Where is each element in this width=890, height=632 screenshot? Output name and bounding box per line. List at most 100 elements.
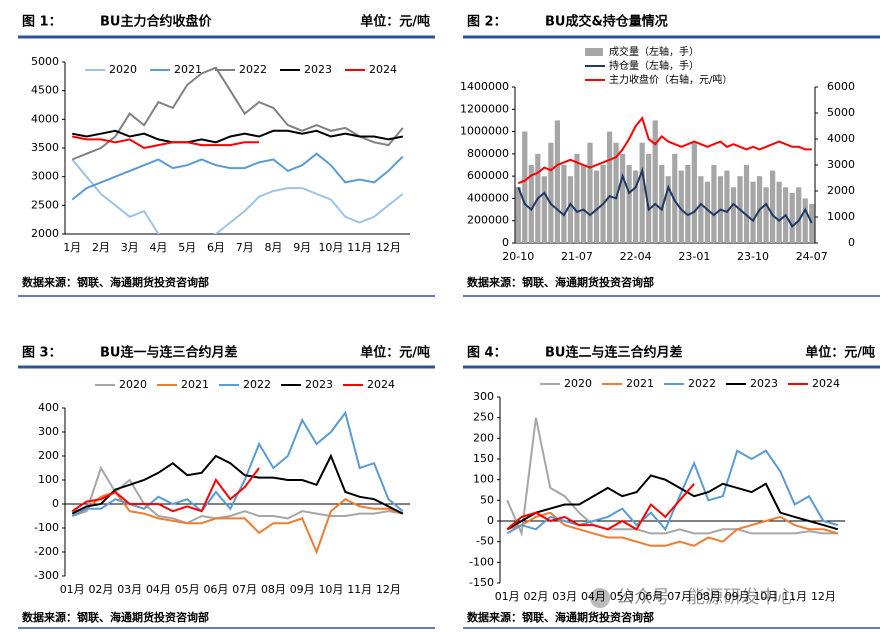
y-tick-label: 1000000 <box>460 125 509 138</box>
watermark: 公众号 · 能源研发中心 <box>616 587 795 608</box>
x-tick-label: 01月 <box>495 590 520 603</box>
y2-tick-label: 3000 <box>827 158 855 171</box>
y-tick-label: -150 <box>469 576 494 589</box>
series-line <box>506 474 839 531</box>
figure-label: 图 1： <box>22 15 62 30</box>
y-tick-label: -100 <box>34 521 59 534</box>
legend-label: 主力收盘价（右轴，元/吨） <box>609 73 732 86</box>
y-tick-label: 50 <box>480 493 494 506</box>
source: 数据来源：钢联、海通期货投资咨询部 <box>22 275 209 289</box>
y-tick-label: 0 <box>52 497 59 510</box>
x-tick-label: 04月 <box>581 590 606 603</box>
y-tick-label: 0 <box>502 236 509 249</box>
x-tick-label: 11月 <box>782 590 807 603</box>
x-tick-label: 5月 <box>178 241 196 254</box>
y-tick-label: 3000 <box>31 170 59 183</box>
series-line <box>71 410 404 517</box>
source: 数据来源：钢联、海通期货投资咨询部 <box>22 610 209 624</box>
source: 数据来源：钢联、海通期货投资咨询部 <box>467 275 654 289</box>
chart-title: BU成交&持仓量情况 <box>545 14 668 30</box>
chart-title: BU连一与连三合约月差 <box>100 345 237 361</box>
x-tick-label: 1月 <box>63 241 81 254</box>
y-tick-label: 400 <box>38 401 59 414</box>
legend-label: 2023 <box>750 377 778 390</box>
volume-bar <box>770 170 776 243</box>
figure-label: 图 2： <box>467 15 507 30</box>
legend-label: 2022 <box>239 63 267 76</box>
y-tick-label: 200000 <box>467 214 509 227</box>
x-tick-label: 2月 <box>92 241 110 254</box>
x-tick-label: 21-07 <box>561 250 593 263</box>
volume-bar <box>633 170 639 243</box>
y-tick-label: 200 <box>38 449 59 462</box>
y-tick-label: -200 <box>34 545 59 558</box>
x-tick-label: 20-10 <box>502 250 534 263</box>
x-tick-label: 10月 <box>753 590 778 603</box>
x-tick-label: 11月 <box>347 241 372 254</box>
volume-bar <box>528 165 534 243</box>
x-tick-label: 11月 <box>347 583 372 596</box>
volume-bar <box>561 165 567 243</box>
series-line <box>71 467 260 513</box>
series-line <box>71 158 404 234</box>
y-tick-label: 1400000 <box>460 80 509 93</box>
series-line <box>71 66 404 161</box>
volume-bar <box>704 181 710 243</box>
legend-label: 持仓量（左轴，手） <box>609 59 699 72</box>
x-tick-label: 09月 <box>725 590 750 603</box>
volume-bar <box>567 176 574 243</box>
x-tick-label: 03月 <box>117 583 142 596</box>
y-tick-label: 4000 <box>31 112 59 125</box>
chart-title: BU主力合约收盘价 <box>100 14 212 30</box>
legend-label: 2022 <box>243 378 271 391</box>
series-line <box>71 465 403 525</box>
y2-tick-label: 0 <box>848 236 855 249</box>
x-tick-label: 02月 <box>88 583 113 596</box>
x-tick-label: 12月 <box>811 590 836 603</box>
y-tick-label: 100 <box>38 473 59 486</box>
y2-tick-label: 5000 <box>827 106 855 119</box>
x-tick-label: 05月 <box>175 583 200 596</box>
volume-bar <box>587 142 593 243</box>
y2-tick-label: 1000 <box>827 210 855 223</box>
y2-tick-label: 6000 <box>827 80 855 93</box>
series-line <box>506 449 839 535</box>
legend-label: 2024 <box>812 377 840 390</box>
legend-label: 2023 <box>304 63 332 76</box>
x-tick-label: 8月 <box>264 241 282 254</box>
y2-tick-label: 2000 <box>827 184 855 197</box>
x-tick-label: 04月 <box>146 583 171 596</box>
series-line <box>506 417 838 538</box>
volume-bar <box>541 176 547 243</box>
unit: 单位：元/吨 <box>360 14 430 30</box>
x-tick-label: 08月 <box>696 590 721 603</box>
series-line <box>72 129 403 144</box>
volume-bar <box>606 131 613 243</box>
legend-label: 2022 <box>688 377 716 390</box>
y-tick-label: 250 <box>473 411 494 424</box>
y-tick-label: 100 <box>473 473 494 486</box>
series-line <box>72 135 260 150</box>
volume-bar <box>685 165 691 243</box>
y-tick-label: 300 <box>473 390 494 403</box>
volume-bar <box>522 131 528 243</box>
legend-label: 2024 <box>367 378 395 391</box>
series-line <box>72 490 404 555</box>
x-tick-label: 07月 <box>667 590 692 603</box>
volume-bar <box>593 170 600 243</box>
x-tick-label: 06月 <box>203 583 228 596</box>
x-tick-label: 9月 <box>293 241 311 254</box>
volume-bar <box>659 165 665 243</box>
x-tick-label: 05月 <box>610 590 635 603</box>
legend-label: 2021 <box>181 378 209 391</box>
volume-bar <box>548 142 554 243</box>
x-tick-label: 01月 <box>60 583 85 596</box>
volume-bar <box>665 176 671 243</box>
y-tick-label: 2500 <box>31 198 59 211</box>
legend-label: 2020 <box>109 63 137 76</box>
y-tick-label: 600000 <box>467 169 509 182</box>
volume-bar <box>750 181 756 243</box>
x-tick-label: 6月 <box>207 241 225 254</box>
chart-title: BU连二与连三合约月差 <box>545 345 682 361</box>
volume-bar <box>743 165 750 243</box>
